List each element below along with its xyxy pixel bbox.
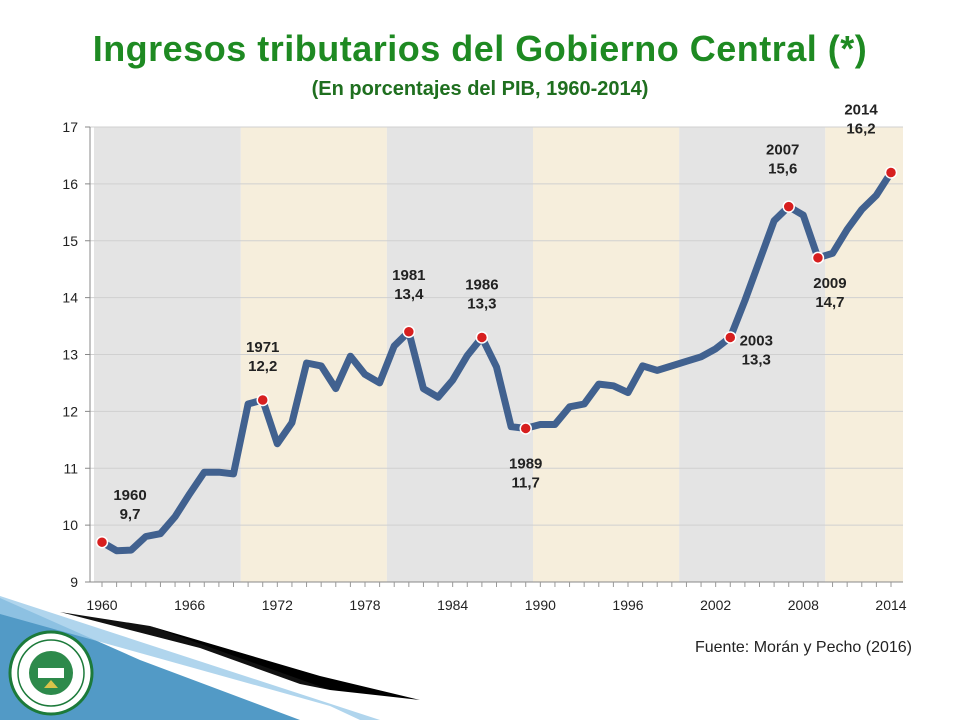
data-label-value: 15,6 — [768, 161, 797, 178]
data-label-value: 11,7 — [512, 474, 540, 491]
data-point — [782, 200, 795, 213]
data-label-value: 13,4 — [394, 286, 424, 303]
source-note: Fuente: Morán y Pecho (2016) — [694, 639, 912, 656]
chart-title: Ingresos tributarios del Gobierno Centra… — [92, 28, 868, 69]
y-tick-label: 17 — [62, 119, 78, 135]
y-tick-label: 11 — [63, 460, 78, 476]
data-label-value: 12,2 — [248, 358, 277, 375]
y-tick-label: 10 — [62, 517, 78, 533]
y-tick-label: 12 — [62, 403, 78, 419]
data-point — [95, 535, 109, 549]
data-point — [811, 251, 825, 265]
y-tick-label: 16 — [62, 176, 78, 192]
data-label-year: 1981 — [392, 267, 425, 284]
data-label-value: 13,3 — [467, 295, 496, 312]
data-label-year: 1989 — [509, 455, 542, 472]
y-tick-label: 9 — [70, 574, 78, 590]
institution-logo — [8, 630, 94, 716]
data-point — [724, 331, 737, 344]
data-label-value: 9,7 — [120, 506, 141, 523]
data-label-year: 1960 — [113, 487, 146, 504]
data-point — [402, 325, 416, 338]
data-point — [256, 393, 269, 407]
x-tick-label: 1990 — [525, 597, 556, 613]
data-label-year: 1986 — [465, 276, 498, 293]
x-tick-label: 1984 — [437, 597, 468, 613]
data-label-year: 2007 — [766, 142, 799, 159]
data-label-year: 1971 — [246, 339, 279, 356]
series-line — [98, 169, 895, 555]
x-tick-label: 1966 — [174, 597, 205, 613]
x-tick-label: 2002 — [700, 597, 731, 613]
data-label-value: 13,3 — [742, 351, 771, 368]
x-tick-label: 1972 — [262, 597, 293, 613]
data-point — [884, 166, 898, 179]
y-tick-label: 15 — [62, 233, 78, 249]
x-tick-label: 2014 — [875, 597, 906, 613]
y-tick-label: 14 — [62, 290, 78, 306]
data-point — [475, 331, 489, 344]
y-tick-label: 13 — [62, 347, 78, 363]
chart-subtitle: (En porcentajes del PIB, 1960-2014) — [311, 78, 649, 100]
x-tick-label: 1960 — [86, 597, 117, 613]
data-label-year: 2014 — [844, 102, 878, 119]
x-tick-label: 1996 — [612, 597, 643, 613]
data-label-year: 2003 — [740, 332, 773, 349]
x-tick-label: 2008 — [788, 597, 819, 613]
data-label-value: 16,2 — [846, 121, 875, 138]
data-label-value: 14,7 — [815, 294, 844, 311]
x-tick-label: 1978 — [349, 597, 380, 613]
data-point — [519, 422, 532, 435]
data-label-year: 2009 — [813, 275, 846, 292]
